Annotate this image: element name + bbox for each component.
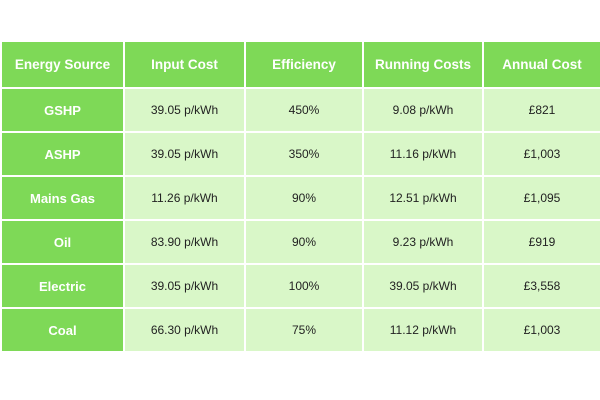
annual-cost-cell: £919 <box>482 219 600 265</box>
energy-source-cell: Mains Gas <box>0 175 125 221</box>
annual-cost-cell: £1,003 <box>482 307 600 353</box>
input-cost-cell: 39.05 p/kWh <box>123 87 246 133</box>
running-costs-cell: 9.08 p/kWh <box>362 87 484 133</box>
running-costs-cell: 9.23 p/kWh <box>362 219 484 265</box>
efficiency-cell: 90% <box>244 175 364 221</box>
header-energy-source: Energy Source <box>0 40 125 89</box>
energy-source-cell: ASHP <box>0 131 125 177</box>
input-cost-cell: 83.90 p/kWh <box>123 219 246 265</box>
annual-cost-cell: £1,003 <box>482 131 600 177</box>
input-cost-cell: 39.05 p/kWh <box>123 131 246 177</box>
input-cost-cell: 11.26 p/kWh <box>123 175 246 221</box>
efficiency-cell: 90% <box>244 219 364 265</box>
header-running-costs: Running Costs <box>362 40 484 89</box>
energy-source-cell: Oil <box>0 219 125 265</box>
annual-cost-cell: £1,095 <box>482 175 600 221</box>
header-annual-cost: Annual Cost <box>482 40 600 89</box>
efficiency-cell: 100% <box>244 263 364 309</box>
header-input-cost: Input Cost <box>123 40 246 89</box>
energy-cost-table: Energy Source Input Cost Efficiency Runn… <box>0 40 600 353</box>
table-row: Mains Gas 11.26 p/kWh 90% 12.51 p/kWh £1… <box>0 175 600 221</box>
energy-source-cell: Coal <box>0 307 125 353</box>
energy-source-cell: GSHP <box>0 87 125 133</box>
table-row: GSHP 39.05 p/kWh 450% 9.08 p/kWh £821 <box>0 87 600 133</box>
annual-cost-cell: £3,558 <box>482 263 600 309</box>
header-row: Energy Source Input Cost Efficiency Runn… <box>0 40 600 89</box>
annual-cost-cell: £821 <box>482 87 600 133</box>
running-costs-cell: 11.16 p/kWh <box>362 131 484 177</box>
header-efficiency: Efficiency <box>244 40 364 89</box>
energy-cost-table-container: Energy Source Input Cost Efficiency Runn… <box>0 40 600 353</box>
table-row: Electric 39.05 p/kWh 100% 39.05 p/kWh £3… <box>0 263 600 309</box>
table-row: Oil 83.90 p/kWh 90% 9.23 p/kWh £919 <box>0 219 600 265</box>
energy-source-cell: Electric <box>0 263 125 309</box>
running-costs-cell: 39.05 p/kWh <box>362 263 484 309</box>
running-costs-cell: 12.51 p/kWh <box>362 175 484 221</box>
table-row: ASHP 39.05 p/kWh 350% 11.16 p/kWh £1,003 <box>0 131 600 177</box>
efficiency-cell: 75% <box>244 307 364 353</box>
efficiency-cell: 350% <box>244 131 364 177</box>
running-costs-cell: 11.12 p/kWh <box>362 307 484 353</box>
efficiency-cell: 450% <box>244 87 364 133</box>
input-cost-cell: 66.30 p/kWh <box>123 307 246 353</box>
input-cost-cell: 39.05 p/kWh <box>123 263 246 309</box>
table-row: Coal 66.30 p/kWh 75% 11.12 p/kWh £1,003 <box>0 307 600 353</box>
